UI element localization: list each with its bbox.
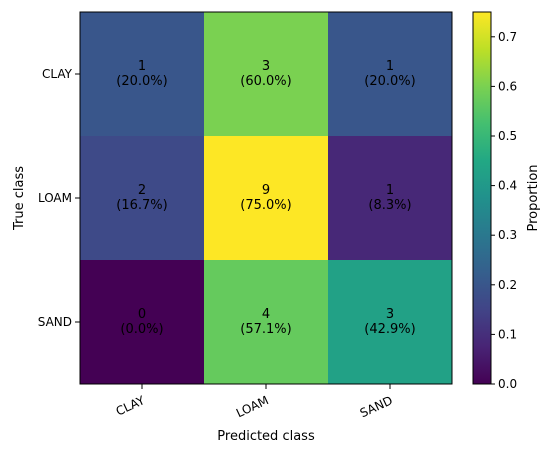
x-tick-label: SAND xyxy=(358,393,395,420)
colorbar-tick-label: 0.2 xyxy=(498,278,517,292)
cell-label: 3 (42.9%) xyxy=(364,307,415,337)
heatmap-cell xyxy=(204,136,328,260)
colorbar-tick-label: 0.4 xyxy=(498,179,517,193)
colorbar-label: Proportion xyxy=(526,164,541,231)
colorbar-tick-label: 0.3 xyxy=(498,228,517,242)
heatmap-cell xyxy=(80,12,204,136)
x-axis-label: Predicted class xyxy=(217,429,315,444)
cell-label: 1 (8.3%) xyxy=(368,183,411,213)
heatmap-cells: 1 (20.0%) 3 (60.0%) 1 (20.0%) 2 (16.7%) 9 (75.0%)… xyxy=(80,12,452,384)
colorbar-tick-label: 0.5 xyxy=(498,129,517,143)
colorbar-tick-label: 0.6 xyxy=(498,79,517,93)
heatmap-cell xyxy=(328,136,452,260)
colorbar-ticks: 0.0 0.1 0.2 0.3 0.4 0.5 0.6 0.7 xyxy=(491,30,517,391)
colorbar-tick-label: 0.1 xyxy=(498,327,517,341)
heatmap-cell xyxy=(80,260,204,384)
cell-label: 1 (20.0%) xyxy=(116,59,167,89)
colorbar xyxy=(472,11,492,385)
colorbar-tick-label: 0.0 xyxy=(498,377,517,391)
cell-label: 9 (75.0%) xyxy=(240,183,291,213)
heatmap-cell xyxy=(328,260,452,384)
heatmap-cell xyxy=(80,136,204,260)
x-tick-label: CLAY xyxy=(114,393,148,419)
cell-label: 4 (57.1%) xyxy=(240,307,291,337)
x-tick-label: LOAM xyxy=(234,393,271,420)
y-axis-ticks: CLAY LOAM SAND xyxy=(38,67,80,329)
cell-label: 1 (20.0%) xyxy=(364,59,415,89)
cell-label: 0 (0.0%) xyxy=(120,307,163,337)
heatmap-cell xyxy=(204,12,328,136)
y-tick-label: CLAY xyxy=(42,67,73,81)
cell-label: 2 (16.7%) xyxy=(116,183,167,213)
y-tick-label: LOAM xyxy=(38,191,72,205)
cell-label: 3 (60.0%) xyxy=(240,59,291,89)
heatmap-cell xyxy=(204,260,328,384)
heatmap-cell xyxy=(328,12,452,136)
y-tick-label: SAND xyxy=(38,315,72,329)
x-axis-ticks: CLAY LOAM SAND xyxy=(114,384,395,420)
y-axis-label: True class xyxy=(12,166,27,231)
colorbar-tick-label: 0.7 xyxy=(498,30,517,44)
